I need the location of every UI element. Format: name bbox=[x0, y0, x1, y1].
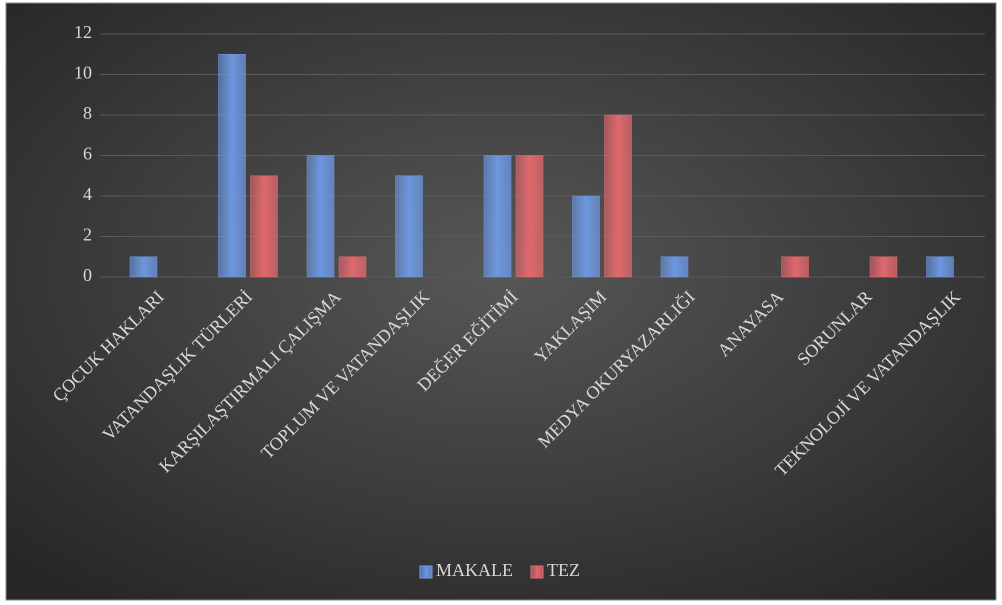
y-tick-label: 8 bbox=[83, 103, 92, 123]
legend-swatch bbox=[530, 565, 544, 579]
legend-swatch bbox=[419, 565, 433, 579]
bar bbox=[604, 114, 632, 278]
bar bbox=[338, 256, 367, 278]
bar bbox=[515, 155, 544, 278]
bar bbox=[483, 155, 512, 278]
y-tick-label: 4 bbox=[83, 184, 92, 204]
bar bbox=[250, 175, 278, 278]
legend-label: MAKALE bbox=[436, 560, 513, 580]
bar bbox=[926, 256, 954, 278]
y-tick-label: 2 bbox=[83, 225, 92, 245]
legend-label: TEZ bbox=[547, 560, 580, 580]
bar bbox=[869, 256, 898, 278]
bar bbox=[781, 256, 809, 278]
bar bbox=[129, 256, 158, 278]
y-tick-label: 12 bbox=[74, 22, 92, 42]
bar bbox=[660, 256, 689, 278]
bar bbox=[395, 175, 423, 278]
y-tick-label: 0 bbox=[83, 265, 92, 285]
bar bbox=[572, 195, 600, 278]
y-tick-label: 6 bbox=[83, 144, 92, 164]
bar bbox=[218, 54, 246, 278]
chart-background bbox=[5, 2, 997, 601]
y-tick-label: 10 bbox=[74, 63, 92, 83]
bar bbox=[306, 155, 335, 278]
